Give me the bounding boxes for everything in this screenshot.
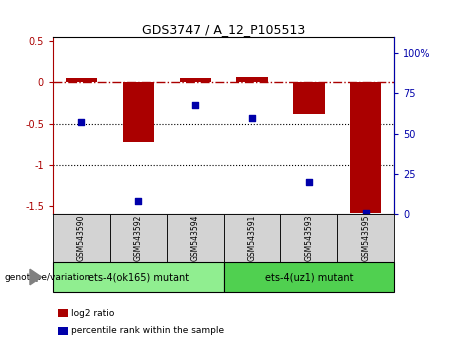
- Bar: [110, 214, 167, 262]
- Bar: [53, 262, 224, 292]
- Text: genotype/variation: genotype/variation: [5, 273, 91, 281]
- Bar: [179, 78, 211, 82]
- Point: [78, 120, 85, 125]
- Point: [362, 210, 369, 215]
- Text: GSM543590: GSM543590: [77, 215, 86, 261]
- Point: [248, 115, 256, 120]
- Point: [135, 199, 142, 204]
- Bar: [280, 214, 337, 262]
- Text: ets-4(uz1) mutant: ets-4(uz1) mutant: [265, 272, 353, 282]
- Bar: [66, 78, 97, 82]
- Text: GSM543595: GSM543595: [361, 215, 370, 261]
- Title: GDS3747 / A_12_P105513: GDS3747 / A_12_P105513: [142, 23, 305, 36]
- Text: log2 ratio: log2 ratio: [71, 309, 115, 318]
- Point: [305, 179, 313, 185]
- Bar: [123, 82, 154, 142]
- Text: ets-4(ok165) mutant: ets-4(ok165) mutant: [88, 272, 189, 282]
- Text: percentile rank within the sample: percentile rank within the sample: [71, 326, 225, 336]
- Bar: [167, 214, 224, 262]
- Bar: [236, 77, 268, 82]
- Bar: [337, 214, 394, 262]
- Text: GSM543594: GSM543594: [191, 215, 200, 261]
- Bar: [350, 82, 381, 212]
- Bar: [224, 214, 280, 262]
- Bar: [53, 214, 110, 262]
- Bar: [293, 82, 325, 114]
- Bar: [224, 262, 394, 292]
- Text: GSM543592: GSM543592: [134, 215, 143, 261]
- Text: GSM543591: GSM543591: [248, 215, 256, 261]
- Text: GSM543593: GSM543593: [304, 215, 313, 261]
- Point: [191, 102, 199, 108]
